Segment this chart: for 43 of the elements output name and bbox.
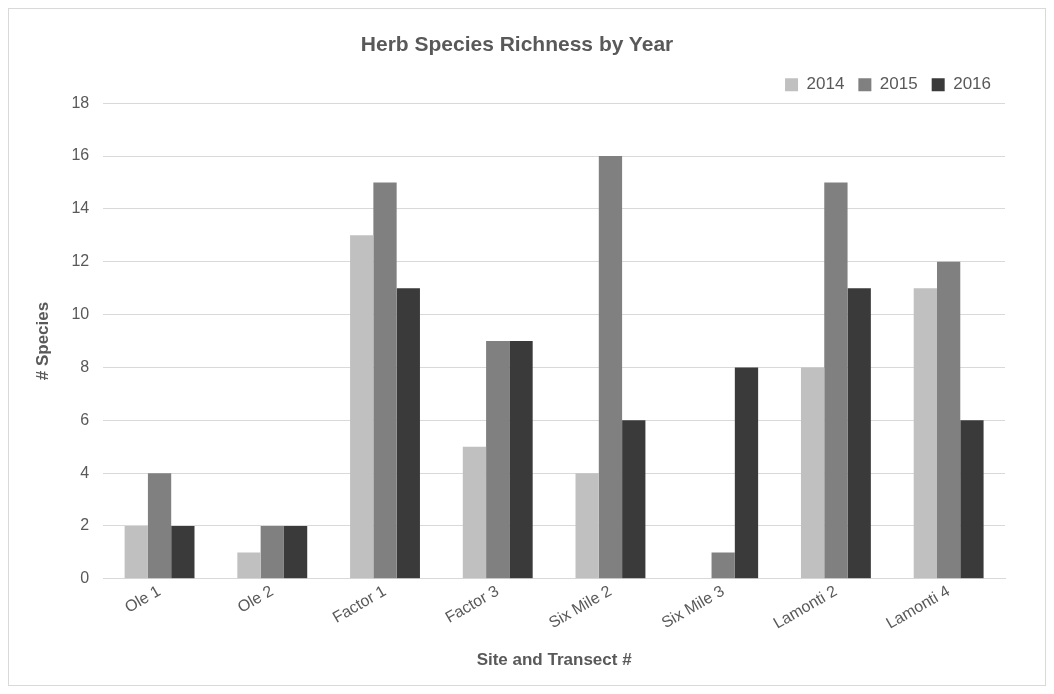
bar (913, 288, 937, 579)
bar (147, 473, 172, 579)
chart-title: Herb Species Richness by Year (360, 32, 674, 56)
y-tick-label: 8 (80, 357, 90, 375)
bar (936, 261, 961, 579)
bar (124, 525, 148, 579)
bar (711, 552, 735, 579)
bar (171, 525, 195, 579)
bar (396, 288, 420, 579)
x-tick-label: Ole 2 (234, 581, 277, 616)
y-tick-label: 4 (80, 463, 90, 481)
bar (847, 288, 871, 579)
legend-label: 2016 (953, 74, 992, 94)
bar (960, 420, 984, 579)
bar (237, 552, 261, 579)
y-tick-label: 18 (71, 93, 90, 111)
legend-label: 2014 (806, 74, 845, 94)
y-tick-label: 12 (71, 252, 90, 270)
y-tick-label: 14 (71, 199, 90, 217)
y-tick-label: 2 (80, 516, 90, 534)
bar (824, 182, 848, 579)
bar (486, 341, 510, 579)
bar (373, 182, 397, 579)
bar (575, 473, 599, 579)
y-tick-label: 16 (71, 146, 90, 164)
legend-label: 2015 (879, 74, 918, 94)
bar (598, 156, 623, 579)
y-tick-label: 6 (80, 410, 90, 428)
y-tick-label: 10 (71, 305, 90, 322)
x-tick-label: Six Mile 2 (545, 581, 615, 632)
bar (283, 525, 308, 579)
bar (800, 367, 825, 579)
y-axis-title: # Species (32, 301, 52, 381)
x-axis-title: Site and Transect # (476, 650, 633, 670)
bar (509, 341, 533, 579)
x-tick-label: Six Mile 3 (658, 581, 727, 632)
bar (462, 446, 487, 579)
bar (260, 525, 284, 579)
bar (350, 235, 374, 579)
x-tick-label: Ole 1 (121, 581, 164, 616)
y-tick-label: 0 (80, 569, 90, 587)
bar (734, 367, 759, 579)
bar (622, 420, 646, 579)
